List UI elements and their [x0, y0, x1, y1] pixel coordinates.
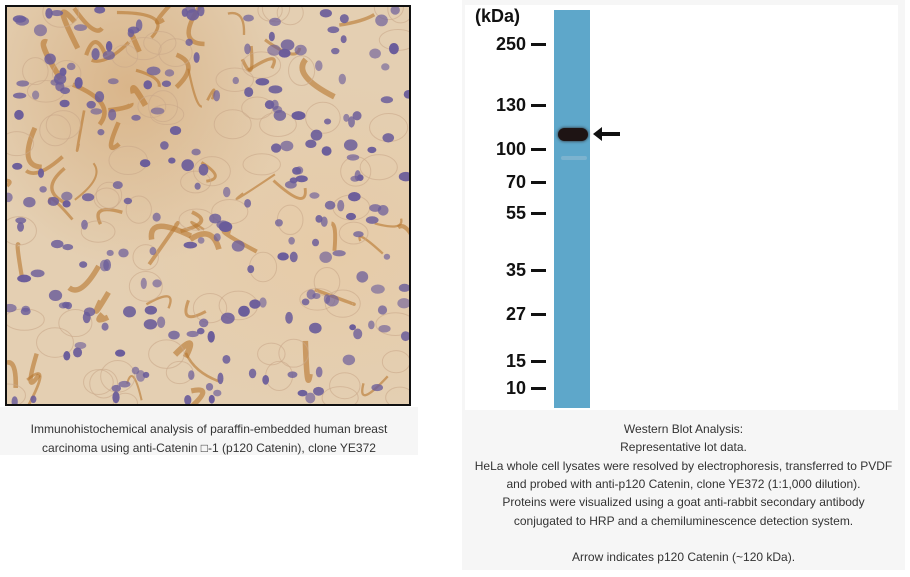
marker-tick: [531, 387, 546, 390]
marker-label: 15: [505, 351, 526, 371]
left-arrow-icon: [593, 127, 620, 141]
marker-tick: [531, 181, 546, 184]
faint-band: [561, 156, 587, 160]
marker-label: 130: [495, 95, 526, 115]
marker-tick: [531, 269, 546, 272]
marker-tick: [531, 313, 546, 316]
marker-tick: [531, 148, 546, 151]
marker-tick: [531, 104, 546, 107]
marker-label: 55: [505, 203, 526, 223]
western-blot-image: [465, 5, 898, 410]
blot-caption-line: HeLa whole cell lysates were resolved by…: [474, 458, 893, 473]
kda-label: (kDa): [475, 6, 521, 26]
blot-caption-line: conjugated to HRP and a chemiluminescenc…: [513, 513, 854, 528]
marker-tick: [531, 212, 546, 215]
blot-caption-line: Arrow indicates p120 Catenin (~120 kDa).: [571, 550, 796, 565]
marker-tick: [531, 43, 546, 46]
marker-label: 70: [505, 172, 526, 192]
blot-caption-line: and probed with anti-p120 Catenin, clone…: [506, 476, 861, 491]
ihc-caption-box: [0, 407, 418, 455]
p120-band: [558, 128, 588, 141]
marker-label: 10: [505, 378, 526, 398]
ihc-image: [5, 5, 411, 406]
ihc-caption-line: Immunohistochemical analysis of paraffin…: [30, 422, 388, 436]
blot-caption-line: Western Blot Analysis:: [623, 422, 744, 436]
blot-caption-line: Proteins were visualized using a goat an…: [502, 495, 865, 510]
marker-label: 27: [505, 304, 526, 324]
ihc-caption-line: carcinoma using anti-Catenin □-1 (p120 C…: [42, 441, 376, 455]
blot-lane: [554, 10, 590, 408]
marker-label: 35: [505, 260, 526, 280]
blot-caption-line: Representative lot data.: [620, 440, 747, 455]
marker-tick: [531, 360, 546, 363]
marker-label: 250: [495, 34, 526, 54]
marker-label: 100: [495, 139, 526, 159]
